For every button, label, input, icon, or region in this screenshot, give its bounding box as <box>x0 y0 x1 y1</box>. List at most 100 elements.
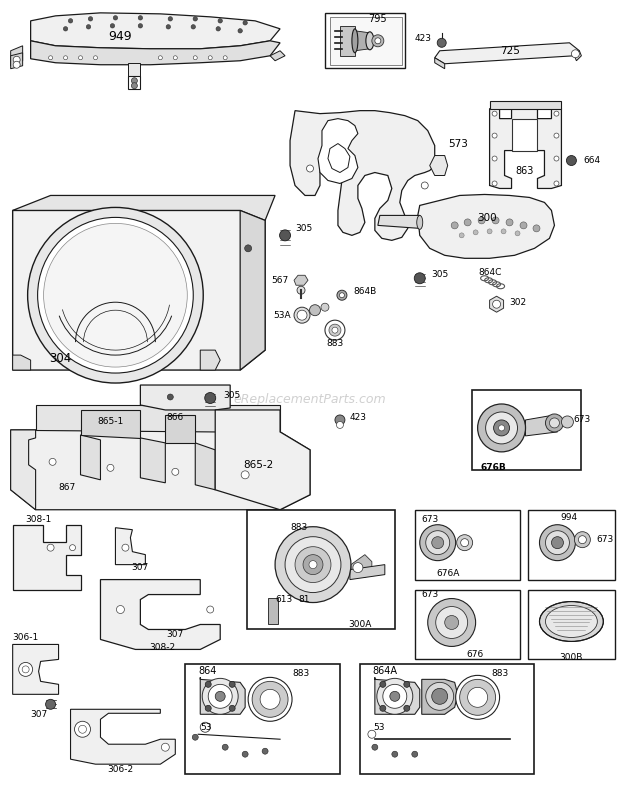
Circle shape <box>193 17 197 21</box>
Polygon shape <box>268 597 278 624</box>
Polygon shape <box>81 410 140 438</box>
Polygon shape <box>12 645 58 695</box>
Circle shape <box>43 223 187 367</box>
Circle shape <box>79 55 82 59</box>
Circle shape <box>549 418 559 428</box>
Text: 795: 795 <box>368 13 387 24</box>
Polygon shape <box>11 430 310 510</box>
Bar <box>528 510 615 580</box>
Text: 306-2: 306-2 <box>107 764 133 774</box>
Text: 305: 305 <box>432 270 449 279</box>
Circle shape <box>22 666 29 673</box>
Circle shape <box>205 393 216 403</box>
Circle shape <box>48 55 53 59</box>
Circle shape <box>131 78 138 84</box>
Polygon shape <box>490 109 562 188</box>
Circle shape <box>88 17 92 21</box>
Text: 673: 673 <box>422 590 439 599</box>
Circle shape <box>451 222 458 229</box>
Text: 567: 567 <box>271 276 288 285</box>
Bar <box>528 589 615 660</box>
Text: 865-1: 865-1 <box>97 417 123 426</box>
Circle shape <box>404 706 410 711</box>
Circle shape <box>69 545 76 550</box>
Polygon shape <box>140 438 166 483</box>
Text: 423: 423 <box>415 34 432 44</box>
Polygon shape <box>435 43 580 63</box>
Circle shape <box>172 468 179 475</box>
Circle shape <box>192 734 198 741</box>
Circle shape <box>414 272 425 284</box>
Text: 883: 883 <box>292 669 309 678</box>
Circle shape <box>191 25 195 29</box>
Circle shape <box>493 300 500 308</box>
Circle shape <box>242 751 248 757</box>
Circle shape <box>492 133 497 138</box>
Circle shape <box>368 730 376 738</box>
Circle shape <box>229 681 235 687</box>
Circle shape <box>432 688 448 704</box>
Circle shape <box>174 55 177 59</box>
Circle shape <box>131 82 138 89</box>
Circle shape <box>113 16 118 20</box>
Text: 53A: 53A <box>273 310 291 320</box>
Polygon shape <box>318 119 358 184</box>
Text: 866: 866 <box>167 413 184 422</box>
Text: 865-2: 865-2 <box>243 460 273 470</box>
Circle shape <box>117 606 125 614</box>
Polygon shape <box>195 443 215 489</box>
Circle shape <box>260 689 280 710</box>
Polygon shape <box>270 51 285 61</box>
Circle shape <box>205 706 211 711</box>
Circle shape <box>297 310 307 320</box>
Circle shape <box>554 156 559 161</box>
Polygon shape <box>294 276 308 285</box>
Circle shape <box>122 544 129 551</box>
Circle shape <box>436 607 467 638</box>
Circle shape <box>551 537 564 549</box>
Polygon shape <box>512 119 538 150</box>
Circle shape <box>275 527 351 603</box>
Text: 308-2: 308-2 <box>149 643 175 652</box>
Bar <box>360 664 534 774</box>
Circle shape <box>205 681 211 687</box>
Text: 304: 304 <box>50 352 72 364</box>
Text: 864B: 864B <box>353 287 376 295</box>
Text: 307: 307 <box>132 563 149 572</box>
Circle shape <box>49 459 56 466</box>
Circle shape <box>554 133 559 138</box>
Text: 300: 300 <box>477 213 497 223</box>
Circle shape <box>252 681 288 718</box>
Circle shape <box>167 394 174 400</box>
Circle shape <box>68 19 73 23</box>
Circle shape <box>74 722 91 737</box>
Circle shape <box>578 535 587 543</box>
Text: 573: 573 <box>448 139 467 149</box>
Text: 883: 883 <box>326 339 343 348</box>
Polygon shape <box>200 350 220 370</box>
Circle shape <box>19 662 33 676</box>
Polygon shape <box>290 111 435 240</box>
Bar <box>472 390 582 470</box>
Text: 81: 81 <box>298 595 309 604</box>
Circle shape <box>478 217 485 224</box>
Circle shape <box>238 29 242 33</box>
Text: 307: 307 <box>167 630 184 639</box>
Circle shape <box>218 19 223 23</box>
Circle shape <box>222 744 228 750</box>
Ellipse shape <box>417 215 423 230</box>
Polygon shape <box>418 195 554 258</box>
Circle shape <box>456 676 500 719</box>
Text: 673: 673 <box>574 416 591 425</box>
Polygon shape <box>166 415 195 443</box>
Circle shape <box>546 414 564 432</box>
Text: 673: 673 <box>596 535 614 544</box>
Circle shape <box>107 464 114 471</box>
Text: 308-1: 308-1 <box>25 516 52 524</box>
Text: 302: 302 <box>510 298 526 307</box>
Circle shape <box>404 681 410 687</box>
Ellipse shape <box>546 606 597 638</box>
Circle shape <box>574 531 590 547</box>
Polygon shape <box>12 525 81 589</box>
Circle shape <box>515 231 520 236</box>
